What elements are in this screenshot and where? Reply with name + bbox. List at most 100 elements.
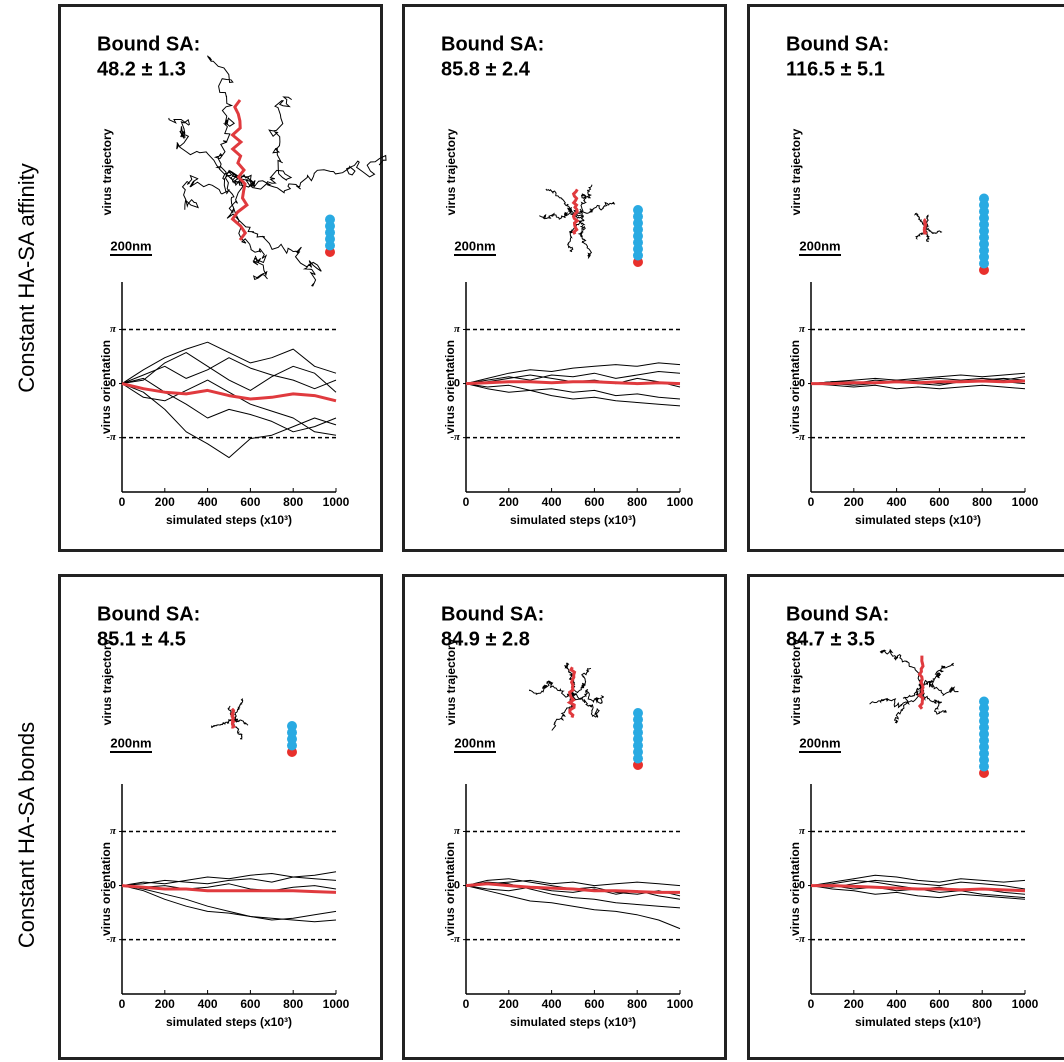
trajectory-scribble: [574, 213, 593, 260]
x-tick-label: 1000: [667, 997, 694, 1011]
y-tick-label: 0: [799, 377, 805, 389]
y-tick-label: -π: [795, 431, 806, 443]
x-tick-label: 800: [627, 997, 647, 1011]
x-tick-label: 600: [240, 997, 260, 1011]
x-tick-label: 600: [584, 997, 604, 1011]
orientation-line: [811, 884, 1026, 893]
trajectory-scribble: [181, 171, 256, 210]
virus-body: [287, 721, 297, 731]
x-tick-label: 400: [542, 997, 562, 1011]
trajectory-scribble: [224, 169, 268, 281]
x-tick-label: 0: [808, 495, 815, 509]
trajectory-scribble: [234, 154, 387, 194]
y-tick-label: π: [799, 323, 806, 335]
orientation-line: [465, 380, 681, 386]
trajectory-mean: [922, 218, 928, 235]
x-tick-label: 200: [499, 997, 519, 1011]
panel-title: Bound SA:: [441, 33, 544, 55]
orientation-line: [121, 352, 337, 393]
trajectory-scribble: [232, 698, 244, 721]
trajectory-mean: [566, 666, 577, 719]
trajectory-scribble: [528, 680, 573, 698]
orientation-line: [465, 371, 681, 385]
trajectory-scribble: [923, 227, 931, 243]
panel: Bound SA: 48.2 ± 1.3 virus trajectory 200nm…: [58, 4, 387, 552]
orientation-line: [810, 874, 1026, 887]
virus-body: [979, 193, 989, 204]
y-tick-label: π: [110, 323, 117, 335]
panel-border: [747, 4, 1064, 552]
trajectory-mean: [917, 655, 925, 710]
trajectory-scribble: [545, 188, 576, 218]
panel-subtitle: 84.9 ± 2.8: [441, 628, 530, 650]
scale-bar-label: 200nm: [799, 735, 840, 750]
trajectory-mean: [230, 707, 236, 729]
orientation-line: [465, 383, 681, 407]
trajectory-scribble: [879, 648, 924, 687]
trajectory-scribble: [207, 55, 241, 181]
x-tick-label: 200: [155, 495, 175, 509]
orientation-line: [465, 882, 680, 894]
y-tick-label: π: [454, 323, 461, 335]
x-tick-label: 200: [844, 997, 864, 1011]
y-tick-label: 0: [799, 879, 805, 891]
orientation-line: [465, 383, 681, 400]
y-axis-label: virus orientation: [443, 340, 457, 434]
orientation-line: [810, 383, 1026, 390]
scale-bar-label: 200nm: [454, 238, 495, 253]
orientation-line: [121, 382, 337, 403]
orientation-line: [810, 885, 1026, 900]
orientation-line: [121, 377, 337, 433]
panel-border: [747, 574, 1064, 1060]
x-tick-label: 0: [463, 495, 470, 509]
y-tick-label: 0: [110, 879, 116, 891]
x-tick-label: 400: [887, 997, 907, 1011]
orientation-line: [121, 884, 337, 894]
scale-bar-label: 200nm: [799, 238, 840, 253]
x-tick-label: 400: [542, 495, 562, 509]
x-tick-label: 0: [119, 495, 126, 509]
y-tick-label: π: [454, 825, 461, 837]
row-label: Constant HA-SA affinity: [14, 163, 39, 393]
panel-border: [58, 4, 383, 552]
orientation-line: [121, 876, 337, 887]
x-tick-label: 800: [283, 495, 303, 509]
panel-title: Bound SA:: [97, 33, 200, 55]
orientation-line: [121, 341, 337, 385]
trajectory-scribble: [239, 96, 293, 190]
trajectory-label: virus trajectory: [789, 638, 803, 725]
x-tick-label: 1000: [1012, 997, 1039, 1011]
x-axis-label: simulated steps (x10³): [855, 1015, 981, 1029]
y-axis-label: virus orientation: [99, 340, 113, 434]
panel-subtitle: 84.7 ± 3.5: [786, 628, 875, 650]
x-tick-label: 400: [198, 997, 218, 1011]
y-axis-label: virus orientation: [443, 842, 457, 936]
virus-body: [633, 205, 643, 215]
panel: Bound SA: 116.5 ± 5.1 virus trajectory 200n…: [747, 4, 1064, 552]
orientation-line: [465, 881, 681, 909]
x-tick-label: 200: [844, 495, 864, 509]
trajectory-scribble: [211, 718, 234, 729]
y-tick-label: π: [110, 825, 117, 837]
x-tick-label: 1000: [667, 495, 694, 509]
y-tick-label: π: [799, 825, 806, 837]
x-tick-label: 800: [972, 997, 992, 1011]
x-tick-label: 600: [929, 495, 949, 509]
panel: Bound SA: 85.8 ± 2.4 virus trajectory 200nm…: [402, 4, 727, 552]
y-tick-label: -π: [106, 431, 117, 443]
orientation-line: [465, 362, 681, 385]
trajectory-scribble: [573, 184, 593, 216]
trajectory-label: virus trajectory: [444, 128, 458, 215]
trajectory-scribble: [572, 201, 616, 217]
orientation-line: [121, 357, 337, 390]
y-tick-label: 0: [454, 377, 460, 389]
virus-body: [325, 214, 335, 225]
x-tick-label: 400: [887, 495, 907, 509]
orientation-line: [121, 883, 337, 892]
orientation-line: [121, 379, 337, 436]
y-axis-label: virus orientation: [788, 340, 802, 434]
trajectory-scribble: [920, 662, 954, 687]
orientation-line: [465, 885, 681, 930]
